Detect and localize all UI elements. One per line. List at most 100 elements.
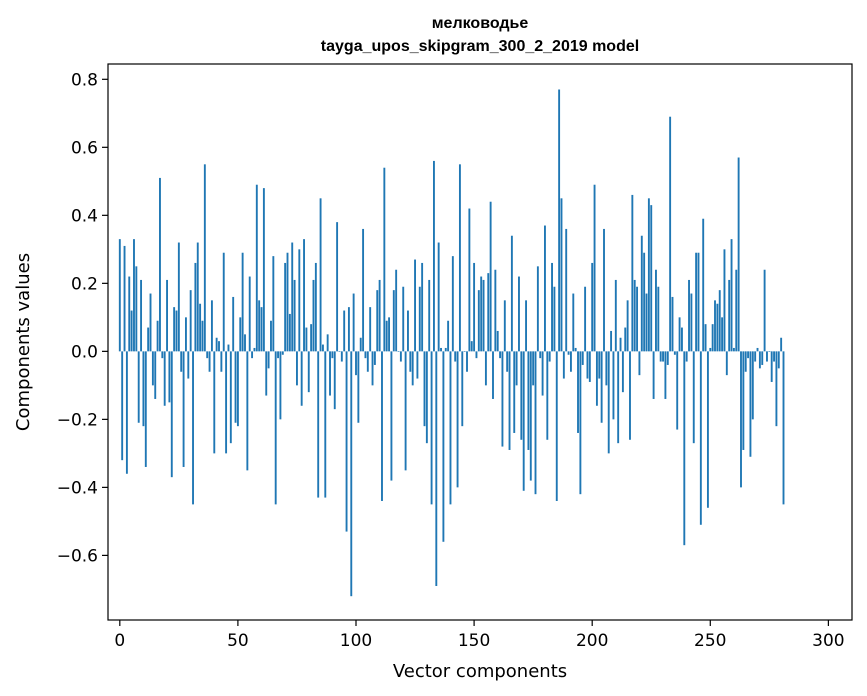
- bar: [142, 351, 145, 427]
- bar: [508, 351, 511, 450]
- bar: [458, 164, 461, 352]
- bar: [265, 351, 268, 396]
- bar: [345, 351, 348, 532]
- bar: [619, 337, 622, 352]
- bar: [336, 222, 339, 352]
- bar: [428, 279, 431, 352]
- bar: [418, 286, 421, 352]
- chart-subtitle: tayga_upos_skipgram_300_2_2019 model: [321, 38, 639, 55]
- bar: [728, 279, 731, 352]
- bar: [305, 327, 308, 352]
- bar: [187, 351, 190, 379]
- bar: [461, 351, 464, 427]
- bar: [652, 351, 655, 399]
- bar: [631, 194, 634, 352]
- bar: [614, 279, 617, 352]
- bar: [749, 351, 752, 457]
- bar: [154, 351, 157, 399]
- bar: [451, 256, 454, 352]
- bar: [664, 351, 667, 399]
- x-tick-label: 0: [114, 631, 125, 651]
- bar: [536, 266, 539, 352]
- bar: [421, 262, 424, 352]
- bar: [234, 351, 237, 423]
- bar: [569, 351, 572, 372]
- bar: [137, 351, 140, 423]
- bar: [683, 351, 686, 546]
- bar: [629, 351, 631, 440]
- bar: [397, 351, 400, 352]
- x-tick-label: 150: [458, 631, 490, 651]
- bar: [213, 351, 216, 454]
- bar: [475, 351, 478, 359]
- bar: [489, 201, 492, 352]
- bar: [125, 351, 128, 474]
- x-axis-label: Vector components: [393, 661, 567, 682]
- bar: [763, 269, 766, 352]
- bar: [175, 310, 178, 352]
- bar: [494, 269, 497, 352]
- bar: [515, 351, 518, 386]
- bar: [201, 320, 204, 352]
- bar: [595, 351, 598, 406]
- bar: [603, 228, 605, 352]
- bar: [218, 341, 220, 352]
- bar: [435, 351, 438, 586]
- bar: [506, 351, 509, 372]
- bar: [376, 290, 379, 352]
- bar: [645, 293, 648, 352]
- bar: [260, 307, 263, 352]
- bar: [286, 252, 289, 352]
- bar: [740, 351, 742, 488]
- bar: [338, 351, 341, 352]
- y-tick-label: 0.4: [71, 206, 98, 226]
- bar: [118, 239, 121, 352]
- bar: [274, 351, 277, 505]
- chart-title: мелководье: [432, 15, 529, 32]
- bar: [586, 351, 589, 379]
- bar: [456, 351, 459, 488]
- bar: [513, 351, 516, 433]
- bar: [610, 330, 613, 352]
- bar: [714, 300, 716, 352]
- bar: [279, 351, 282, 420]
- bar: [534, 351, 537, 495]
- bar: [180, 351, 183, 372]
- bar: [340, 351, 343, 362]
- bar: [329, 351, 331, 396]
- bar: [640, 235, 643, 352]
- plot-frame: [107, 63, 853, 621]
- bar: [671, 296, 674, 352]
- bar: [480, 276, 483, 352]
- bar: [551, 262, 553, 352]
- bar: [371, 351, 374, 386]
- bar: [756, 347, 759, 352]
- bar: [678, 317, 681, 352]
- bar: [392, 290, 395, 352]
- bar: [130, 310, 133, 352]
- bar: [321, 344, 324, 352]
- bar: [676, 351, 679, 430]
- bar: [702, 218, 705, 352]
- bar: [215, 337, 218, 352]
- bar: [381, 351, 383, 501]
- bar: [258, 300, 261, 352]
- bar: [350, 351, 353, 597]
- bar: [128, 276, 131, 352]
- bar: [527, 351, 530, 450]
- bar: [617, 351, 620, 444]
- bar: [296, 351, 298, 386]
- bar: [768, 351, 771, 352]
- bar: [633, 279, 636, 352]
- bar: [770, 351, 773, 382]
- bar: [766, 351, 768, 362]
- bar: [227, 344, 230, 352]
- bar: [166, 279, 168, 352]
- bar: [355, 351, 357, 376]
- bar: [754, 351, 757, 362]
- x-tick-label: 100: [340, 631, 372, 651]
- bar: [780, 337, 783, 352]
- bar: [468, 208, 471, 352]
- bar: [199, 303, 202, 352]
